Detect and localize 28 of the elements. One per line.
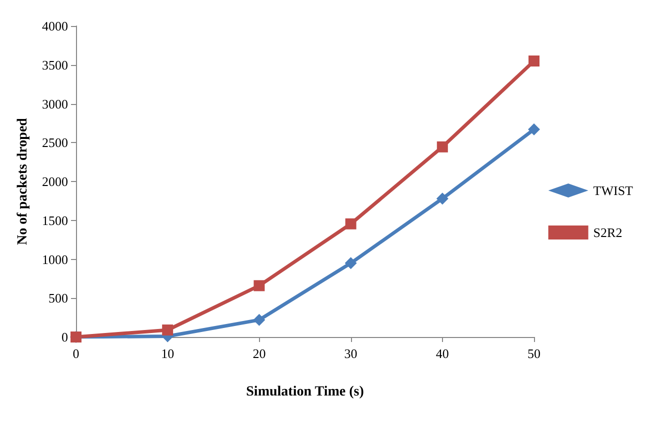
x-tick-label: 10: [161, 346, 174, 361]
y-tick-label: 500: [48, 290, 68, 306]
x-axis-title: Simulation Time (s): [246, 384, 364, 400]
point: [436, 192, 448, 205]
y-tick-label: 0: [62, 330, 68, 344]
y-tick-label: 2500: [42, 135, 68, 150]
x-tick-label: 30: [344, 346, 358, 361]
x-tick-label: 40: [436, 346, 449, 361]
point: [528, 55, 540, 66]
x-tick-label: 50: [528, 346, 540, 361]
point: [344, 257, 357, 270]
y-tick-label: 1500: [42, 212, 68, 228]
y-tick-label: 2000: [42, 174, 68, 189]
legend-label: TWIST: [593, 183, 634, 198]
point: [345, 218, 356, 230]
point: [528, 123, 540, 136]
legend-label: S2R2: [593, 225, 622, 240]
y-tick-label: 1000: [42, 252, 68, 267]
x-tick-label: 0: [72, 346, 80, 361]
point: [162, 324, 174, 336]
y-tick-label: 4000: [42, 18, 68, 34]
point: [254, 280, 265, 292]
point: [253, 314, 266, 326]
y-axis-title: No of packets droped: [16, 118, 30, 245]
y-tick-label: 3500: [42, 57, 68, 72]
y-tick-label: 3000: [42, 96, 68, 112]
x-tick-label: 20: [252, 346, 266, 361]
point: [436, 141, 448, 152]
